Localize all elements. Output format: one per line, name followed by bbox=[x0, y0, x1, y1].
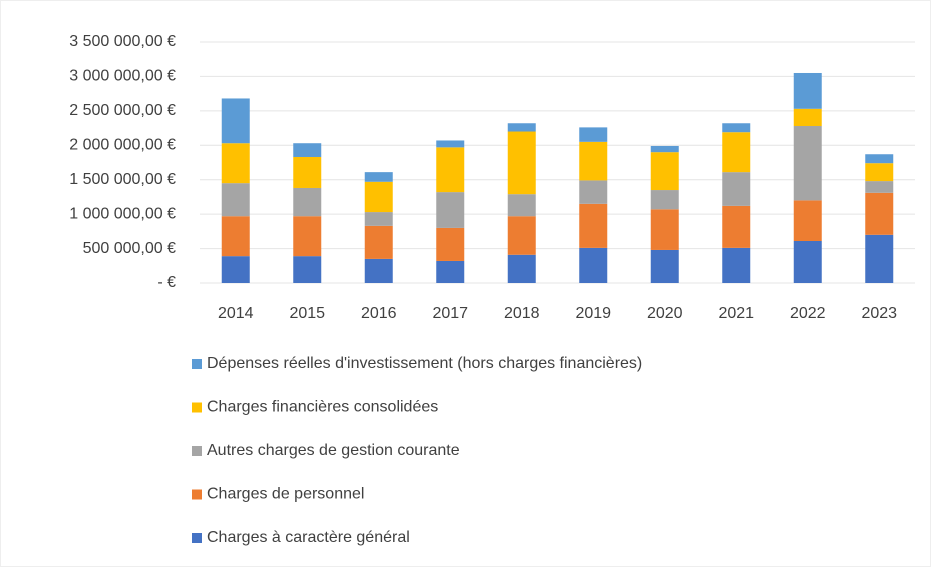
legend-label: Dépenses réelles d'investissement (hors … bbox=[207, 355, 642, 372]
legend-swatch bbox=[192, 489, 202, 500]
bar-segment bbox=[436, 192, 465, 228]
bar-segment bbox=[293, 143, 322, 157]
bar-segment bbox=[650, 190, 679, 210]
bar-segment bbox=[722, 123, 751, 133]
x-tick-label: 2019 bbox=[575, 305, 611, 322]
legend-swatch bbox=[192, 402, 202, 413]
bar-segment bbox=[650, 209, 679, 250]
legend-label: Charges à caractère général bbox=[207, 529, 410, 546]
bar-segment bbox=[221, 256, 250, 283]
y-tick-label: 3 500 000,00 € bbox=[69, 33, 176, 50]
bar-segment bbox=[507, 123, 536, 132]
bar-segment bbox=[221, 98, 250, 144]
bar-segment bbox=[507, 216, 536, 255]
legend-swatch bbox=[192, 533, 202, 543]
bar-segment bbox=[865, 163, 894, 182]
x-tick-label: 2016 bbox=[361, 305, 397, 322]
x-tick-label: 2023 bbox=[861, 305, 897, 322]
legend-label: Charges financières consolidées bbox=[207, 399, 438, 416]
bar-segment bbox=[793, 240, 822, 283]
bar-segment bbox=[364, 212, 393, 226]
bar-segment bbox=[293, 187, 322, 217]
bar-segment bbox=[579, 141, 608, 181]
bar-segment bbox=[579, 127, 608, 142]
y-tick-label: 2 000 000,00 € bbox=[69, 137, 176, 154]
bar-segment bbox=[865, 154, 894, 164]
legend-label: Charges de personnel bbox=[207, 486, 364, 503]
bar-segment bbox=[579, 203, 608, 248]
bar-segment bbox=[436, 260, 465, 283]
bar-segment bbox=[793, 126, 822, 201]
bar-segment bbox=[293, 216, 322, 257]
bar-segment bbox=[507, 131, 536, 195]
y-tick-label: 1 500 000,00 € bbox=[69, 171, 176, 188]
bar-segment bbox=[722, 247, 751, 283]
bar-segment bbox=[364, 172, 393, 182]
y-tick-label: 500 000,00 € bbox=[83, 240, 177, 257]
bar-segment bbox=[507, 254, 536, 283]
bar-segment bbox=[221, 143, 250, 184]
bar-segment bbox=[293, 156, 322, 188]
bar-segment bbox=[436, 147, 465, 193]
bar-segment bbox=[436, 140, 465, 148]
legend-swatch bbox=[192, 446, 202, 456]
x-tick-label: 2020 bbox=[647, 305, 683, 322]
bar-segment bbox=[436, 227, 465, 261]
bar-segment bbox=[793, 72, 822, 109]
bar-segment bbox=[579, 180, 608, 204]
legend-label: Autres charges de gestion courante bbox=[207, 442, 460, 459]
x-tick-label: 2014 bbox=[218, 305, 254, 322]
bar-segment bbox=[865, 192, 894, 235]
bar-segment bbox=[221, 216, 250, 257]
bar-segment bbox=[364, 225, 393, 259]
bar-segment bbox=[865, 234, 894, 283]
y-tick-label: 3 000 000,00 € bbox=[69, 68, 176, 85]
bar-segment bbox=[722, 132, 751, 173]
bar-segment bbox=[793, 108, 822, 127]
bar-segment bbox=[650, 152, 679, 191]
bar-segment bbox=[865, 181, 894, 193]
y-tick-label: - € bbox=[157, 274, 176, 291]
bar-segment bbox=[722, 205, 751, 248]
x-tick-label: 2022 bbox=[790, 305, 826, 322]
bar-segment bbox=[650, 145, 679, 153]
x-tick-label: 2018 bbox=[504, 305, 540, 322]
bar-segment bbox=[293, 256, 322, 283]
bar-segment bbox=[793, 200, 822, 241]
x-tick-label: 2021 bbox=[718, 305, 754, 322]
bar-segment bbox=[650, 249, 679, 283]
bar-segment bbox=[364, 258, 393, 283]
y-tick-label: 2 500 000,00 € bbox=[69, 102, 176, 119]
x-tick-label: 2017 bbox=[432, 305, 468, 322]
x-tick-label: 2015 bbox=[289, 305, 325, 322]
bar-segment bbox=[221, 183, 250, 217]
bar-segment bbox=[507, 194, 536, 217]
y-tick-label: 1 000 000,00 € bbox=[69, 205, 176, 222]
legend-swatch bbox=[192, 359, 202, 369]
bar-segment bbox=[364, 181, 393, 213]
bar-segment bbox=[722, 172, 751, 206]
bar-segment bbox=[579, 247, 608, 283]
